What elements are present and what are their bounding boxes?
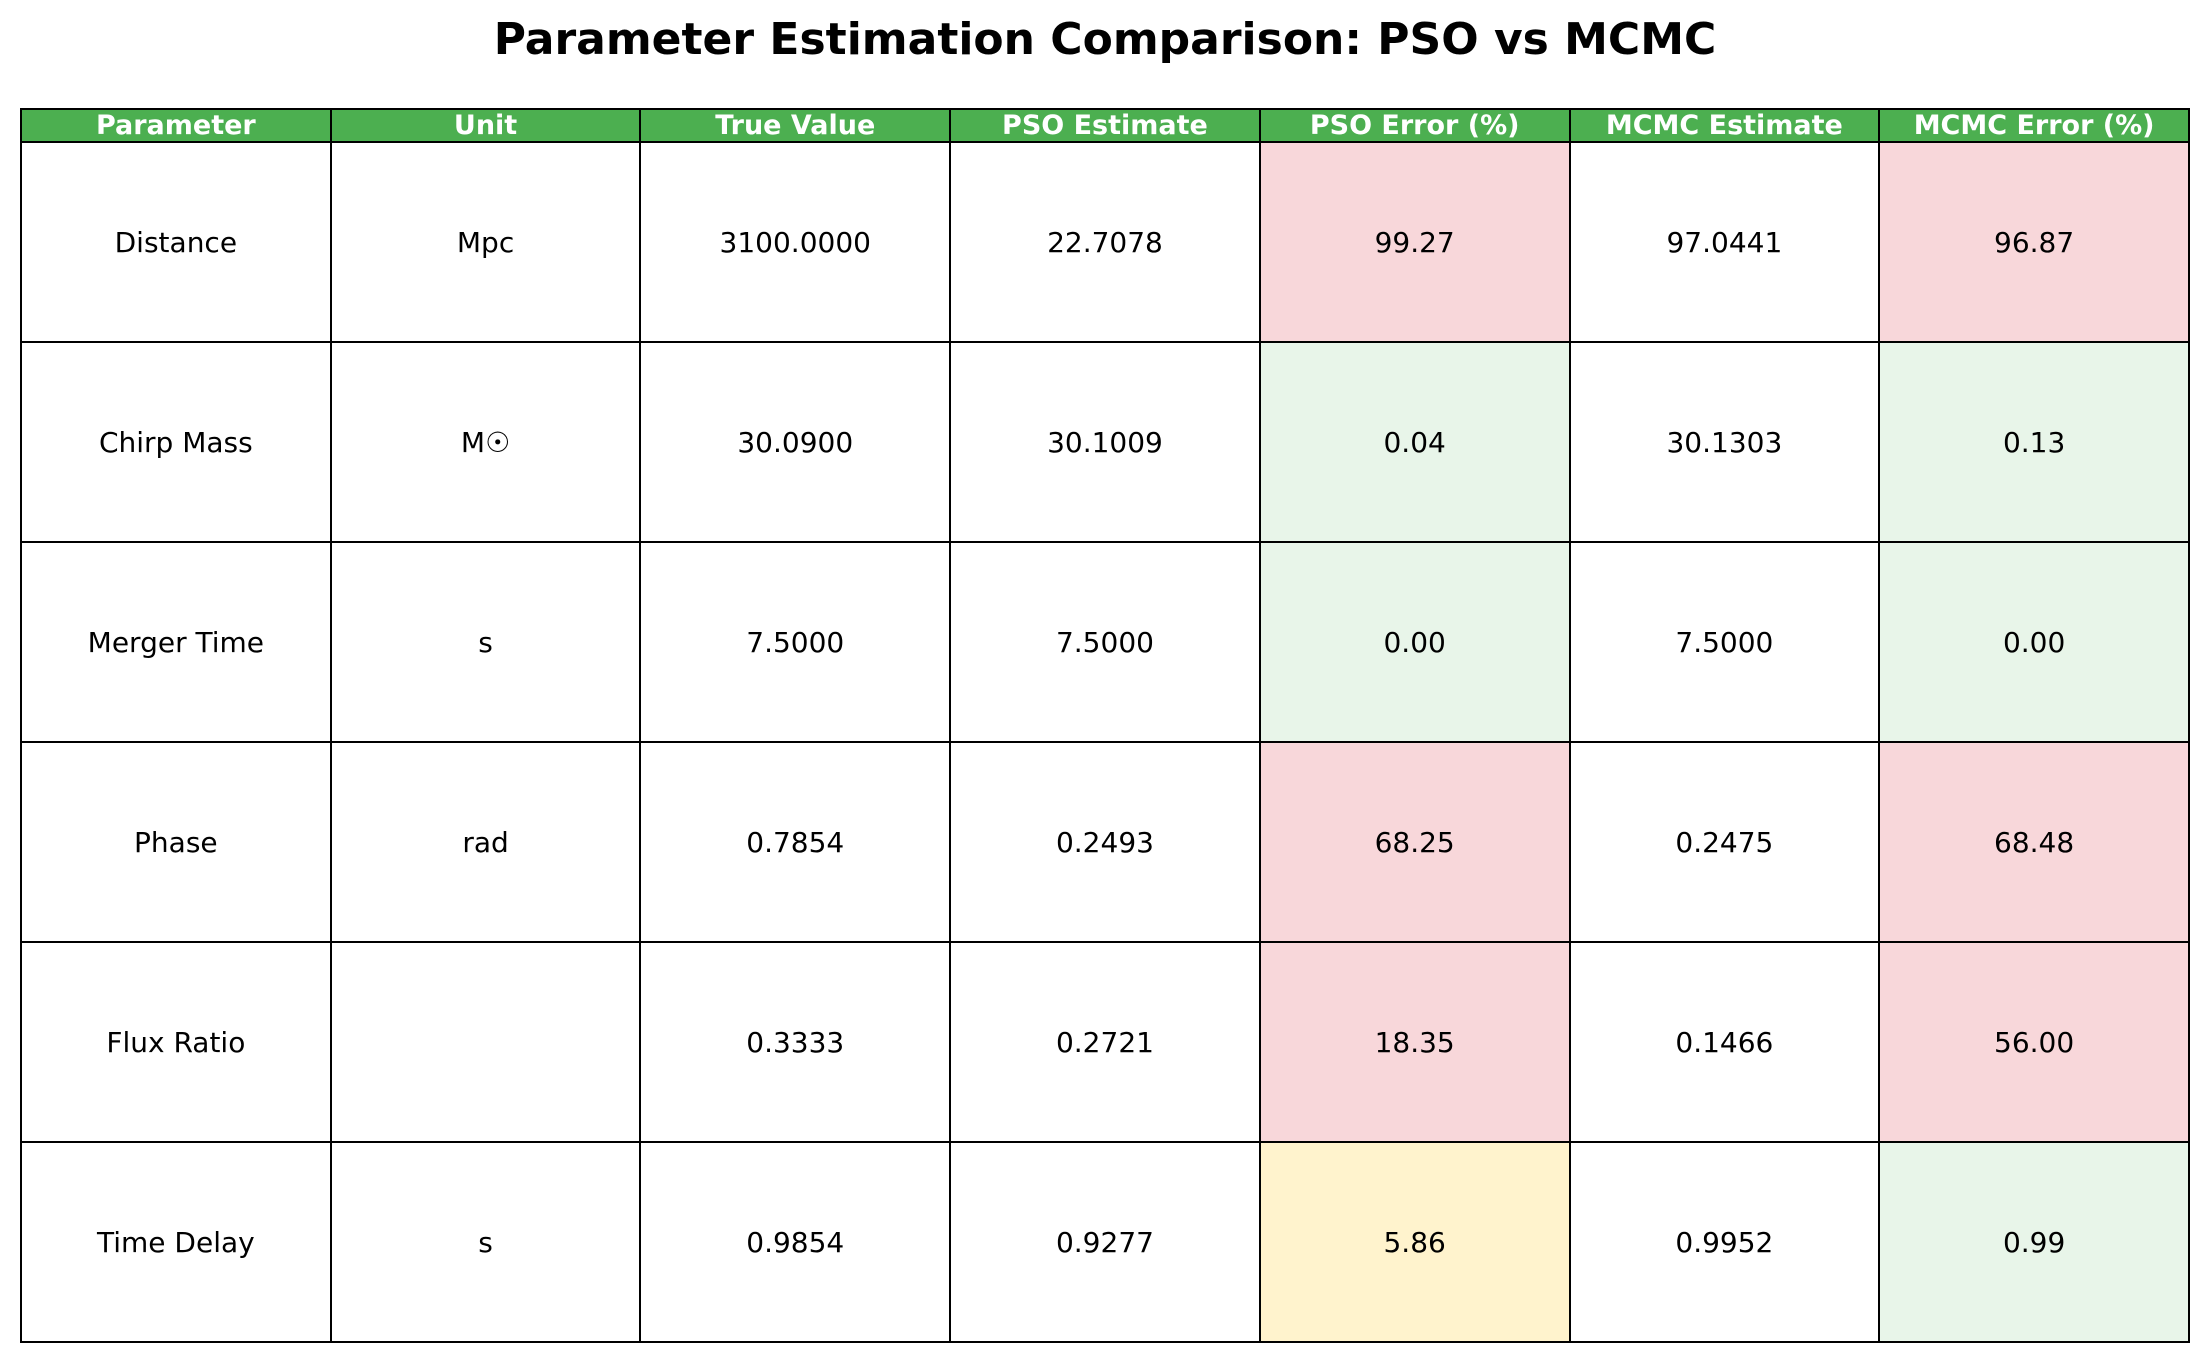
table-row-phase: Phase rad 0.7854 0.2493 68.25 0.2475 68.… [20,741,2190,943]
cell-mcmc-estimate: 97.0441 [1568,141,1881,343]
cell-pso-estimate: 22.7078 [949,141,1261,343]
cell-true-value: 0.7854 [639,741,952,943]
cell-mcmc-estimate: 0.2475 [1568,741,1881,943]
cell-pso-estimate: 0.2721 [949,941,1261,1143]
cell-true-value: 7.5000 [639,541,952,743]
cell-mcmc-error: 0.99 [1878,1141,2190,1343]
table-row-time-delay: Time Delay s 0.9854 0.9277 5.86 0.9952 0… [20,1141,2190,1343]
cell-true-value: 0.9854 [639,1141,952,1343]
cell-mcmc-estimate: 0.1466 [1568,941,1881,1143]
header-row: Parameter Unit True Value PSO Estimate P… [20,108,2190,143]
cell-mcmc-estimate: 0.9952 [1568,1141,1881,1343]
chart-title: Parameter Estimation Comparison: PSO vs … [493,14,1717,65]
cell-unit [329,941,642,1143]
cell-parameter: Distance [20,141,332,343]
cell-mcmc-error: 68.48 [1878,741,2190,943]
cell-pso-estimate: 0.2493 [949,741,1261,943]
cell-parameter: Phase [20,741,332,943]
cell-parameter: Chirp Mass [20,341,332,543]
cell-parameter: Merger Time [20,541,332,743]
column-header-mcmc-estimate: MCMC Estimate [1568,108,1881,143]
cell-mcmc-error: 56.00 [1878,941,2190,1143]
cell-unit: s [329,541,642,743]
cell-pso-estimate: 7.5000 [949,541,1261,743]
column-header-pso-error: PSO Error (%) [1258,108,1571,143]
cell-unit: M☉ [329,341,642,543]
column-header-mcmc-error: MCMC Error (%) [1878,108,2190,143]
cell-pso-estimate: 30.1009 [949,341,1261,543]
results-table: Parameter Unit True Value PSO Estimate P… [20,108,2190,1343]
cell-pso-estimate: 0.9277 [949,1141,1261,1343]
cell-true-value: 30.0900 [639,341,952,543]
cell-pso-error: 99.27 [1258,141,1571,343]
cell-true-value: 0.3333 [639,941,952,1143]
cell-pso-error: 5.86 [1258,1141,1571,1343]
cell-mcmc-error: 96.87 [1878,141,2190,343]
table-row-chirp-mass: Chirp Mass M☉ 30.0900 30.1009 0.04 30.13… [20,341,2190,543]
table-row-distance: Distance Mpc 3100.0000 22.7078 99.27 97.… [20,141,2190,343]
cell-pso-error: 18.35 [1258,941,1571,1143]
column-header-true-value: True Value [639,108,952,143]
cell-pso-error: 68.25 [1258,741,1571,943]
cell-mcmc-estimate: 30.1303 [1568,341,1881,543]
results-table-container: Parameter Unit True Value PSO Estimate P… [20,108,2190,1343]
cell-mcmc-error: 0.13 [1878,341,2190,543]
cell-unit: s [329,1141,642,1343]
cell-mcmc-error: 0.00 [1878,541,2190,743]
column-header-pso-estimate: PSO Estimate [949,108,1261,143]
column-header-unit: Unit [329,108,642,143]
cell-unit: Mpc [329,141,642,343]
table-row-merger-time: Merger Time s 7.5000 7.5000 0.00 7.5000 … [20,541,2190,743]
cell-mcmc-estimate: 7.5000 [1568,541,1881,743]
cell-true-value: 3100.0000 [639,141,952,343]
cell-pso-error: 0.00 [1258,541,1571,743]
table-row-flux-ratio: Flux Ratio 0.3333 0.2721 18.35 0.1466 56… [20,941,2190,1143]
cell-parameter: Time Delay [20,1141,332,1343]
column-header-parameter: Parameter [20,108,332,143]
cell-unit: rad [329,741,642,943]
cell-parameter: Flux Ratio [20,941,332,1143]
cell-pso-error: 0.04 [1258,341,1571,543]
